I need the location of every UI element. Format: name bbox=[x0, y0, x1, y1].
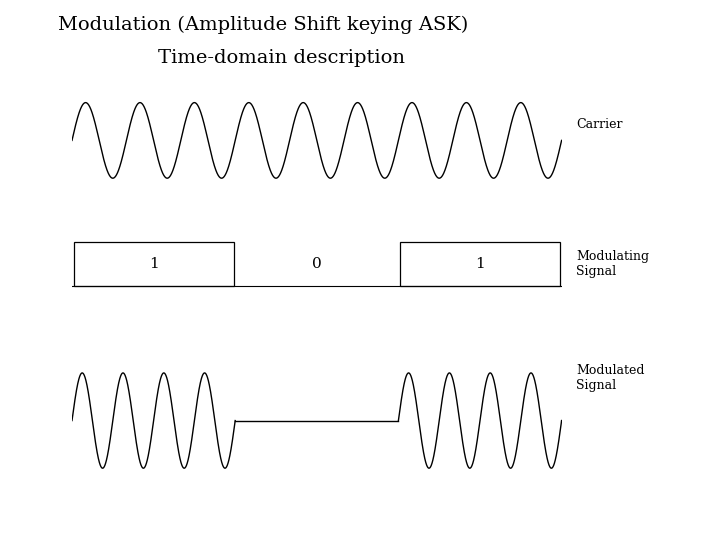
Text: 0: 0 bbox=[312, 257, 322, 271]
Text: Modulated
Signal: Modulated Signal bbox=[576, 363, 645, 392]
Text: Carrier: Carrier bbox=[576, 118, 623, 131]
Text: Modulating
Signal: Modulating Signal bbox=[576, 250, 649, 278]
Text: 1: 1 bbox=[475, 257, 485, 271]
Text: Modulation (Amplitude Shift keying ASK): Modulation (Amplitude Shift keying ASK) bbox=[58, 16, 468, 35]
Text: Time-domain description: Time-domain description bbox=[158, 49, 405, 66]
Bar bbox=[400, 241, 560, 286]
Bar bbox=[73, 241, 233, 286]
Text: 1: 1 bbox=[149, 257, 158, 271]
